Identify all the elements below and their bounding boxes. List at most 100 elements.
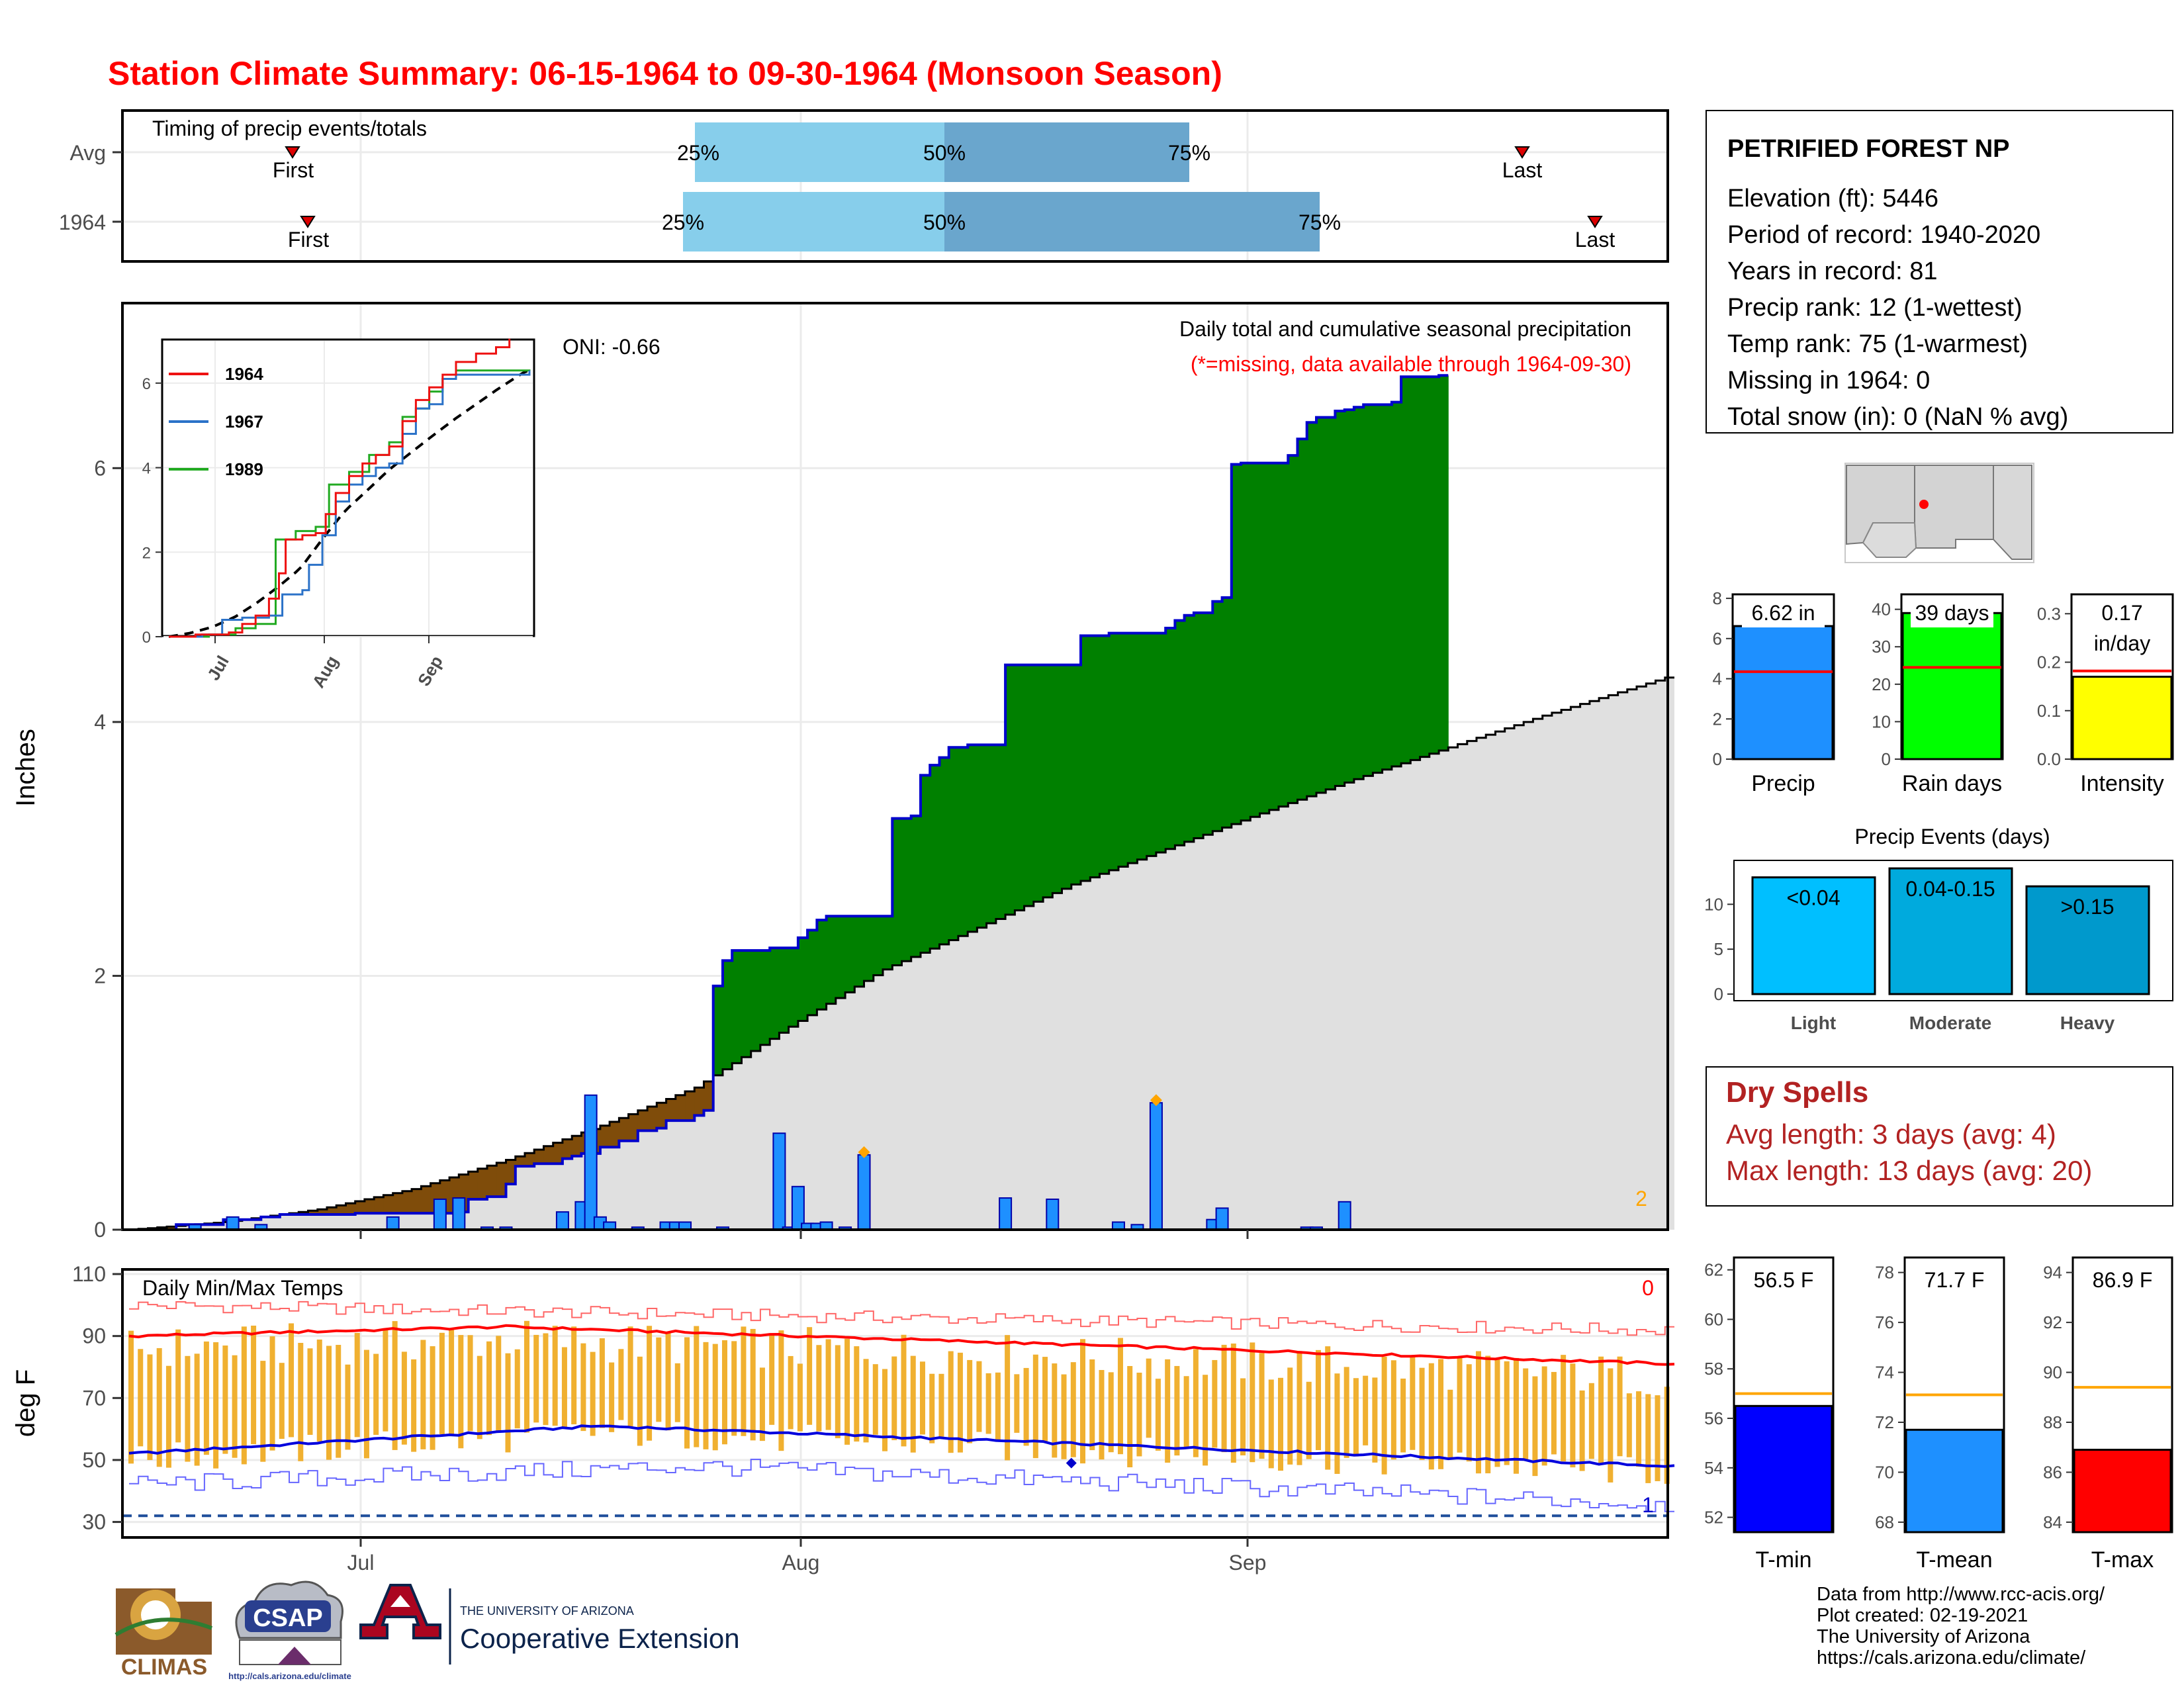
surplus-area: [939, 758, 949, 944]
daily-temp-bar: [1099, 1370, 1104, 1459]
daily-temp-bar: [1344, 1367, 1349, 1457]
precip-event-range: <0.04: [1787, 886, 1841, 910]
surplus-area: [1109, 633, 1119, 870]
summary-bar-value: [1734, 626, 1833, 759]
summary-y-tick-label: 2: [1713, 709, 1722, 729]
daily-temp-bar: [788, 1356, 794, 1430]
summary-y-tick-label: 0.1: [2037, 701, 2061, 721]
station-info-line: Years in record: 81: [1727, 257, 1938, 285]
surplus-area: [1420, 377, 1430, 756]
surplus-area: [1392, 402, 1402, 766]
page-title: Station Climate Summary: 06-15-1964 to 0…: [108, 55, 1222, 92]
surplus-area: [1335, 411, 1345, 786]
daily-precip-bar: [1339, 1202, 1351, 1230]
surplus-area: [1279, 463, 1289, 807]
daily-temp-bar: [976, 1361, 981, 1432]
daily-temp-bar: [1306, 1382, 1312, 1459]
daily-temp-bar: [430, 1346, 435, 1450]
daily-temp-bar: [722, 1340, 727, 1444]
surplus-area: [1401, 377, 1411, 763]
daily-temp-bar: [175, 1330, 181, 1443]
station-location-marker: [1919, 500, 1929, 509]
daily-temp-bar: [986, 1373, 991, 1434]
footer-line: https://cals.arizona.edu/climate/: [1817, 1647, 2086, 1668]
surplus-area: [1439, 375, 1449, 751]
summary-y-tick-label: 6: [1713, 629, 1722, 649]
daily-temp-bar: [1240, 1379, 1246, 1455]
surplus-area: [1128, 633, 1138, 864]
surplus-area: [958, 747, 968, 936]
precip-event-range: 0.04-0.15: [1905, 877, 1995, 901]
daily-temp-bar: [1438, 1359, 1443, 1469]
daily-temp-bar: [1089, 1359, 1095, 1450]
oni-label: ONI: -0.66: [563, 335, 660, 359]
summary-y-tick-label: 4: [1713, 669, 1722, 689]
daily-temp-bar: [270, 1336, 275, 1451]
station-name: PETRIFIED FOREST NP: [1727, 135, 2009, 163]
surplus-area: [1185, 616, 1195, 842]
timing-1964-first: First: [288, 228, 329, 251]
daily-temp-bar: [741, 1326, 746, 1436]
ua-logo-big-text: Cooperative Extension: [460, 1623, 740, 1654]
precip-count-label: 2: [1635, 1187, 1647, 1211]
temp-ylabel: deg F: [11, 1369, 40, 1437]
surplus-area: [1326, 418, 1336, 790]
daily-temp-bar: [1570, 1363, 1575, 1467]
daily-precip-bar: [434, 1199, 446, 1230]
temp-bar-value: [1906, 1430, 2003, 1532]
daily-temp-bar: [128, 1331, 134, 1464]
daily-temp-bar: [317, 1340, 322, 1441]
surplus-area: [892, 819, 902, 966]
surplus-area: [864, 916, 874, 981]
temp-bar-value: [2074, 1450, 2171, 1533]
surplus-area: [1345, 410, 1355, 782]
surplus-area: [1165, 628, 1175, 849]
daily-temp-bar: [1325, 1346, 1330, 1469]
daily-temp-bar: [1645, 1394, 1651, 1483]
csap-logo: CSAP http://cals.arizona.edu/climate: [228, 1582, 351, 1681]
daily-temp-bar: [138, 1349, 143, 1446]
deficit-area: [393, 1193, 403, 1213]
surplus-area: [1383, 404, 1392, 769]
timing-avg-q25: 25%: [677, 141, 719, 165]
daily-temp-bar: [1212, 1360, 1217, 1447]
inset-y-tick-label: 6: [142, 375, 151, 393]
daily-temp-bar: [402, 1351, 407, 1444]
daily-temp-bar: [1033, 1355, 1038, 1458]
surplus-area: [1430, 377, 1439, 754]
daily-temp-bar: [1278, 1378, 1283, 1471]
temp-y-tick-label: 90: [2043, 1363, 2062, 1383]
daily-temp-bar: [468, 1335, 473, 1431]
summary-y-tick-label: 0: [1713, 749, 1722, 769]
daily-temp-bar: [279, 1363, 285, 1439]
station-info-line: Precip rank: 12 (1-wettest): [1727, 294, 2023, 322]
y-tick-label: 30: [82, 1510, 106, 1534]
surplus-area: [1288, 455, 1298, 803]
daily-temp-bar: [1136, 1373, 1142, 1456]
daily-precip-bar: [557, 1212, 569, 1230]
timing-panel-label: Timing of precip events/totals: [152, 116, 427, 140]
daily-temp-bar: [562, 1347, 567, 1427]
surplus-area: [713, 986, 723, 1075]
surplus-area: [1232, 465, 1242, 825]
deficit-area: [534, 1150, 544, 1164]
temp-bar-label: T-max: [2091, 1547, 2154, 1573]
daily-temp-bar: [826, 1339, 831, 1430]
climas-logo: CLIMAS: [113, 1587, 212, 1680]
summary-bar-value: [1903, 613, 2001, 759]
daily-temp-bar: [392, 1321, 398, 1450]
daily-temp-bar: [995, 1373, 1001, 1440]
daily-temp-bar: [1551, 1372, 1557, 1455]
daily-temp-bar: [1514, 1358, 1519, 1474]
daily-temp-bar: [222, 1346, 228, 1454]
station-info-line: Temp rank: 75 (1-warmest): [1727, 330, 2028, 358]
surplus-area: [902, 819, 912, 962]
summary-y-tick-label: 10: [1872, 711, 1891, 731]
surplus-area: [874, 916, 884, 975]
daily-temp-bar: [618, 1349, 623, 1420]
surplus-area: [723, 960, 733, 1069]
surplus-area: [1015, 665, 1024, 911]
